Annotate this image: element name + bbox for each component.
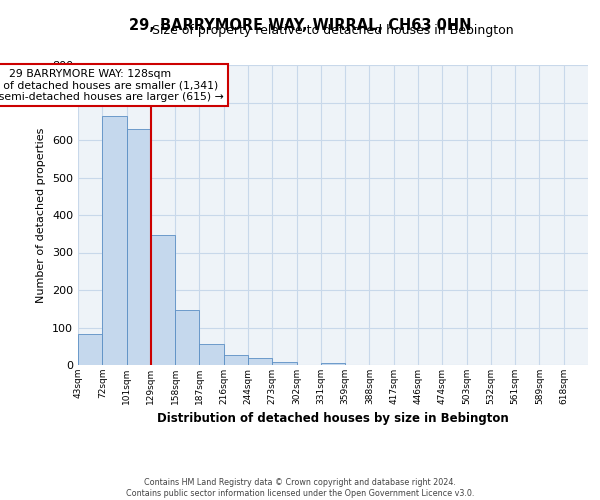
Bar (199, 344, 224, 365)
Bar (321, 363, 345, 365)
Y-axis label: Number of detached properties: Number of detached properties (37, 128, 46, 302)
Bar (102, 116, 127, 365)
Bar (224, 355, 248, 365)
Text: 29, BARRYMORE WAY, WIRRAL, CH63 0HN: 29, BARRYMORE WAY, WIRRAL, CH63 0HN (129, 18, 471, 32)
Bar (175, 310, 199, 365)
Title: Size of property relative to detached houses in Bebington: Size of property relative to detached ho… (152, 24, 514, 38)
Text: Contains HM Land Registry data © Crown copyright and database right 2024.
Contai: Contains HM Land Registry data © Crown c… (126, 478, 474, 498)
Bar (151, 234, 175, 365)
Bar (127, 128, 151, 365)
X-axis label: Distribution of detached houses by size in Bebington: Distribution of detached houses by size … (157, 412, 509, 426)
Text: 29 BARRYMORE WAY: 128sqm
← 68% of detached houses are smaller (1,341)
31% of sem: 29 BARRYMORE WAY: 128sqm ← 68% of detach… (0, 68, 224, 102)
Bar (248, 358, 272, 365)
Bar (78, 334, 102, 365)
Bar (272, 362, 296, 365)
